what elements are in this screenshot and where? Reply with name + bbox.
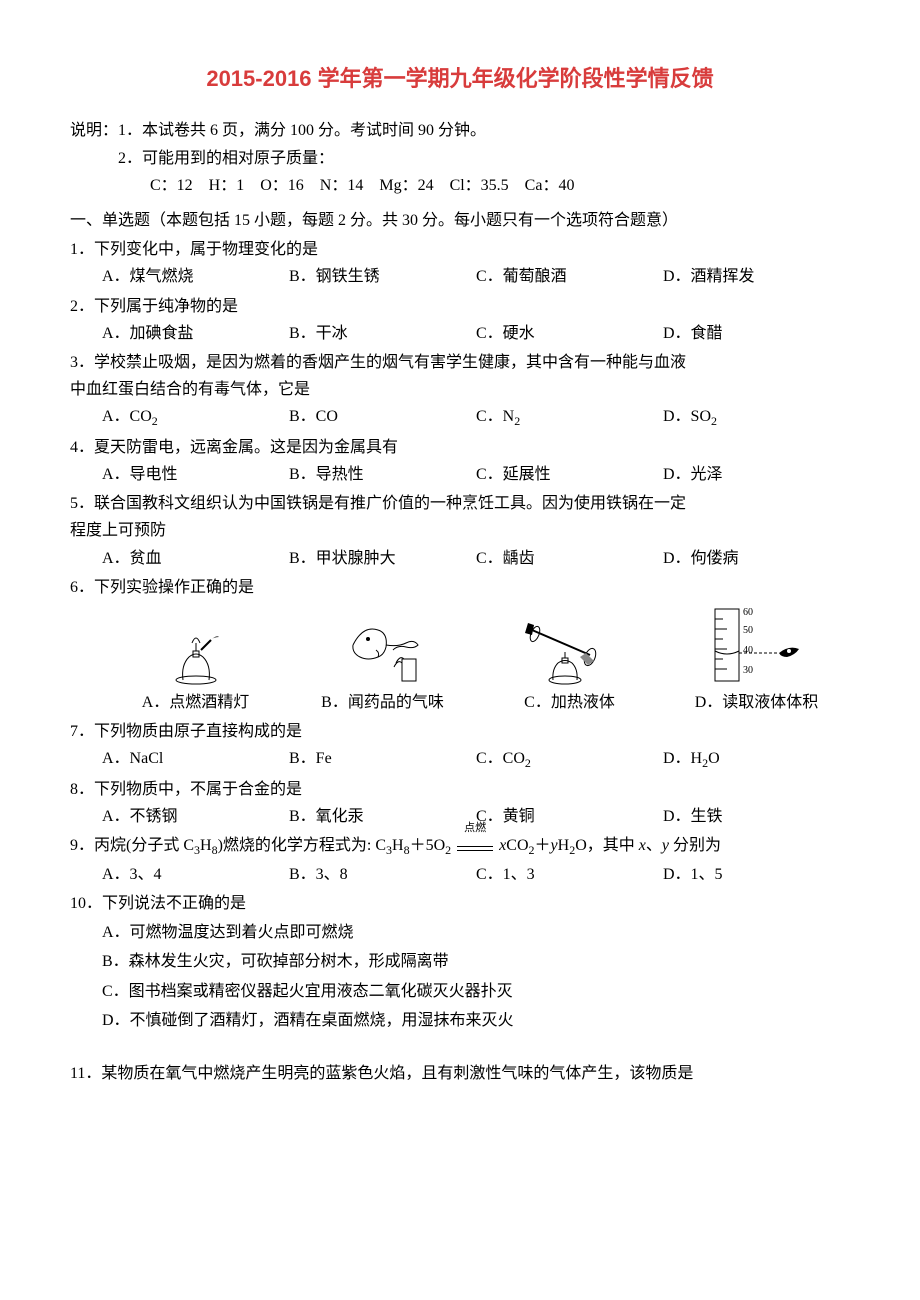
q9-opt-b: B．3、8 [289, 861, 476, 888]
q6-opt-c: C．加热液体 [476, 689, 663, 716]
page-title: 2015-2016 学年第一学期九年级化学阶段性学情反馈 [70, 60, 850, 97]
q4-opt-b: B．导热性 [289, 461, 476, 488]
q5-options: A．贫血 B．甲状腺肿大 C．龋齿 D．佝偻病 [70, 545, 850, 572]
q7-opt-a: A．NaCl [102, 745, 289, 774]
q5-opt-b: B．甲状腺肿大 [289, 545, 476, 572]
instruction-line-1: 说明：1．本试卷共 6 页，满分 100 分。考试时间 90 分钟。 [70, 117, 850, 144]
q8-opt-a: A．不锈钢 [102, 803, 289, 830]
instruction-line-2: 2．可能用到的相对原子质量： [70, 145, 850, 172]
q8-opt-d: D．生铁 [663, 803, 850, 830]
q4-opt-a: A．导电性 [102, 461, 289, 488]
q7-opt-c: C．CO2 [476, 745, 663, 774]
q9-opt-c: C．1、3 [476, 861, 663, 888]
q6-stem: 6．下列实验操作正确的是 [70, 574, 850, 601]
q7-opt-b: B．Fe [289, 745, 476, 774]
q2-opt-c: C．硬水 [476, 320, 663, 347]
q5-opt-c: C．龋齿 [476, 545, 663, 572]
q3-opt-a: A．CO2 [102, 403, 289, 432]
tick-60: 60 [743, 607, 753, 618]
q10-opt-c: C．图书档案或精密仪器起火宜用液态二氧化碳灭火器扑灭 [102, 978, 850, 1005]
q6-fig-c: C．加热液体 [476, 615, 663, 716]
q9-stem: 9．丙烷(分子式 C3H8)燃烧的化学方程式为: C3H8＋5O2 点燃 xCO… [70, 832, 850, 861]
q10-options: A．可燃物温度达到着火点即可燃烧 B．森林发生火灾，可砍掉部分树木，形成隔离带 … [70, 919, 850, 1034]
q6-figure-row: A．点燃酒精灯 B．闻药品的气味 C．加热液体 [70, 605, 850, 716]
q10-opt-d: D．不慎碰倒了酒精灯，酒精在桌面燃烧，用湿抹布来灭火 [102, 1007, 850, 1034]
q6-fig-d: 60 50 40 30 D．读取液体体积 [663, 605, 850, 716]
q3-opt-d: D．SO2 [663, 403, 850, 432]
q3-stem-line1: 3．学校禁止吸烟，是因为燃着的香烟产生的烟气有害学生健康，其中含有一种能与血液 [70, 349, 850, 376]
heating-liquid-icon [520, 615, 620, 685]
instructions-block: 说明：1．本试卷共 6 页，满分 100 分。考试时间 90 分钟。 2．可能用… [70, 117, 850, 199]
alcohol-lamp-lighting-icon [161, 625, 231, 685]
q8-opt-c: C．黄铜 [476, 803, 663, 830]
q4-opt-d: D．光泽 [663, 461, 850, 488]
q1-opt-b: B．钢铁生锈 [289, 263, 476, 290]
q9-options: A．3、4 B．3、8 C．1、3 D．1、5 [70, 861, 850, 888]
q1-stem: 1．下列变化中，属于物理变化的是 [70, 236, 850, 263]
q2-options: A．加碘食盐 B．干冰 C．硬水 D．食醋 [70, 320, 850, 347]
q8-opt-b: B．氧化汞 [289, 803, 476, 830]
tick-40: 40 [743, 645, 753, 656]
q6-fig-a: A．点燃酒精灯 [102, 625, 289, 716]
q2-opt-a: A．加碘食盐 [102, 320, 289, 347]
q1-opt-c: C．葡萄酿酒 [476, 263, 663, 290]
q4-opt-c: C．延展性 [476, 461, 663, 488]
reading-cylinder-icon: 60 50 40 30 [707, 605, 807, 685]
q7-options: A．NaCl B．Fe C．CO2 D．H2O [70, 745, 850, 774]
q11-stem: 11．某物质在氧气中燃烧产生明亮的蓝紫色火焰，且有刺激性气味的气体产生，该物质是 [70, 1060, 850, 1087]
q7-stem: 7．下列物质由原子直接构成的是 [70, 718, 850, 745]
q9-opt-d: D．1、5 [663, 861, 850, 888]
atomic-masses: C：12 H：1 O：16 N：14 Mg：24 Cl：35.5 Ca：40 [70, 172, 850, 199]
q3-opt-c: C．N2 [476, 403, 663, 432]
q8-stem: 8．下列物质中，不属于合金的是 [70, 776, 850, 803]
q2-stem: 2．下列属于纯净物的是 [70, 293, 850, 320]
q1-opt-a: A．煤气燃烧 [102, 263, 289, 290]
section-1-heading: 一、单选题（本题包括 15 小题，每题 2 分。共 30 分。每小题只有一个选项… [70, 207, 850, 234]
q2-opt-b: B．干冰 [289, 320, 476, 347]
q5-stem-line1: 5．联合国教科文组织认为中国铁锅是有推广价值的一种烹饪工具。因为使用铁锅在一定 [70, 490, 850, 517]
q10-stem: 10．下列说法不正确的是 [70, 890, 850, 917]
q7-opt-d: D．H2O [663, 745, 850, 774]
q6-fig-b: B．闻药品的气味 [289, 615, 476, 716]
q2-opt-d: D．食醋 [663, 320, 850, 347]
q1-opt-d: D．酒精挥发 [663, 263, 850, 290]
q10-opt-a: A．可燃物温度达到着火点即可燃烧 [102, 919, 850, 946]
q6-opt-a: A．点燃酒精灯 [102, 689, 289, 716]
q3-options: A．CO2 B．CO C．N2 D．SO2 [70, 403, 850, 432]
q6-opt-d: D．读取液体体积 [663, 689, 850, 716]
q4-options: A．导电性 B．导热性 C．延展性 D．光泽 [70, 461, 850, 488]
q9-opt-a: A．3、4 [102, 861, 289, 888]
q5-opt-a: A．贫血 [102, 545, 289, 572]
tick-50: 50 [743, 625, 753, 636]
q4-stem: 4．夏天防雷电，远离金属。这是因为金属具有 [70, 434, 850, 461]
q10-opt-b: B．森林发生火灾，可砍掉部分树木，形成隔离带 [102, 948, 850, 975]
q3-opt-b: B．CO [289, 403, 476, 432]
q5-opt-d: D．佝偻病 [663, 545, 850, 572]
q1-options: A．煤气燃烧 B．钢铁生锈 C．葡萄酿酒 D．酒精挥发 [70, 263, 850, 290]
q6-opt-b: B．闻药品的气味 [289, 689, 476, 716]
q5-stem-line2: 程度上可预防 [70, 517, 850, 544]
q3-stem-line2: 中血红蛋白结合的有毒气体，它是 [70, 376, 850, 403]
tick-30: 30 [743, 665, 753, 676]
smelling-chemical-icon [338, 615, 428, 685]
